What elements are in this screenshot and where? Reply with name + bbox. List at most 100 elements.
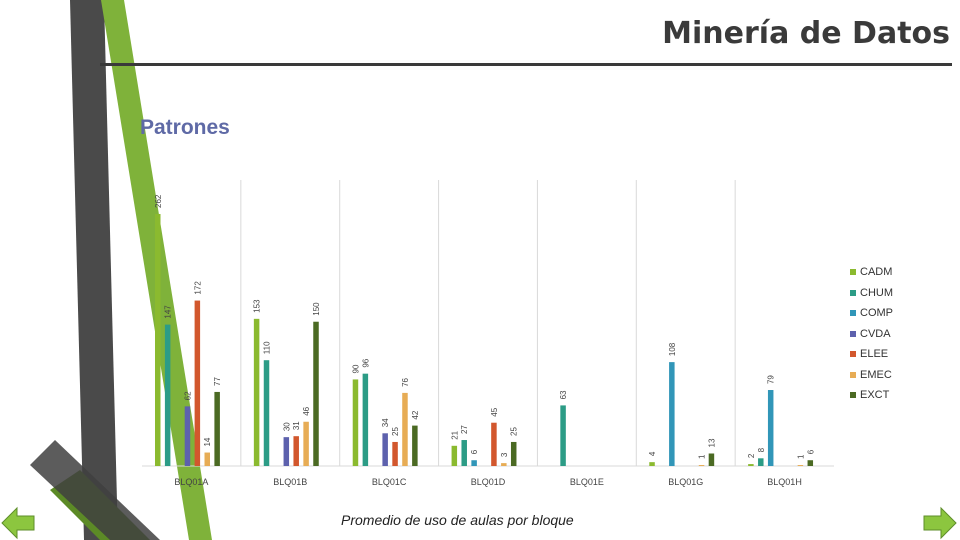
data-label: 1 <box>796 454 805 459</box>
data-label: 21 <box>450 430 459 439</box>
x-tick-label: BLQ01H <box>767 477 802 487</box>
arrow-right-icon <box>923 506 957 540</box>
data-label: 262 <box>154 194 163 208</box>
data-label: 3 <box>500 452 509 457</box>
bar-chum <box>758 458 764 466</box>
chart-legend: CADM CHUM COMP CVDA ELEE EMEC EXCT <box>850 262 893 406</box>
legend-label: ELEE <box>860 348 889 361</box>
bar-cadm <box>748 464 754 466</box>
bar-exct <box>708 453 715 466</box>
bar-emec <box>303 421 309 466</box>
bar-emec <box>402 392 408 466</box>
data-label: 147 <box>164 305 173 319</box>
data-label: 13 <box>707 438 716 447</box>
data-label: 90 <box>351 364 360 373</box>
bar-cvda <box>382 433 388 466</box>
data-label: 150 <box>312 302 321 316</box>
bar-cadm <box>451 445 458 466</box>
data-label: 77 <box>213 376 222 385</box>
bar-chum <box>164 324 171 466</box>
bar-comp <box>669 362 675 466</box>
data-label: 6 <box>806 449 815 454</box>
data-label: 96 <box>361 358 370 367</box>
data-label: 45 <box>490 407 499 416</box>
data-label: 34 <box>381 418 390 427</box>
legend-item-comp: COMP <box>850 303 893 324</box>
legend-label: CVDA <box>860 327 891 340</box>
data-label: 1 <box>698 454 707 459</box>
legend-label: CHUM <box>860 286 893 299</box>
bar-exct <box>313 321 319 466</box>
bar-elee <box>194 300 201 466</box>
bar-elee <box>293 436 299 466</box>
bar-cadm <box>649 462 655 466</box>
data-label: 153 <box>253 299 262 313</box>
data-label: 62 <box>183 391 192 400</box>
legend-label: CADM <box>860 266 893 279</box>
bar-elee <box>392 441 398 466</box>
bar-chum <box>560 405 566 466</box>
next-slide-button[interactable] <box>922 506 958 540</box>
data-label: 8 <box>757 447 766 452</box>
bar-emec <box>501 463 507 466</box>
bar-exct <box>510 441 517 466</box>
legend-item-chum: CHUM <box>850 283 893 304</box>
legend-label: COMP <box>860 307 893 320</box>
legend-item-exct: EXCT <box>850 385 893 406</box>
data-label: 27 <box>460 425 469 434</box>
legend-item-elee: ELEE <box>850 344 893 365</box>
legend-swatch <box>850 330 856 337</box>
data-label: 46 <box>302 406 311 415</box>
bar-exct <box>807 460 814 466</box>
x-tick-label: BLQ01B <box>273 477 307 487</box>
bar-exct <box>214 391 220 466</box>
x-tick-label: BLQ01G <box>668 477 703 487</box>
data-label: 25 <box>391 427 400 436</box>
x-tick-label: BLQ01E <box>570 477 604 487</box>
bar-cvda <box>184 406 191 466</box>
bar-emec <box>698 465 705 466</box>
legend-swatch <box>850 351 856 358</box>
arrow-left-icon <box>1 506 35 540</box>
legend-item-cadm: CADM <box>850 262 893 283</box>
data-label: 42 <box>411 410 420 419</box>
x-tick-label: BLQ01A <box>174 477 208 487</box>
data-label: 31 <box>292 421 301 430</box>
data-label: 2 <box>747 453 756 458</box>
legend-item-emec: EMEC <box>850 365 893 386</box>
title-underline <box>100 63 952 66</box>
x-tick-label: BLQ01C <box>372 477 407 487</box>
previous-slide-button[interactable] <box>0 506 36 540</box>
x-tick-label: BLQ01D <box>471 477 506 487</box>
data-label: 172 <box>193 281 202 295</box>
bar-elee <box>491 422 497 466</box>
bar-cvda <box>283 437 290 466</box>
page-title: Minería de Datos <box>662 16 950 51</box>
bar-chum <box>461 440 467 466</box>
legend-swatch <box>850 310 856 317</box>
data-label: 110 <box>263 341 272 354</box>
bar-comp <box>767 390 774 466</box>
data-label: 4 <box>648 451 657 456</box>
bar-emec <box>797 465 804 466</box>
bar-chum <box>263 360 270 466</box>
data-label: 30 <box>282 422 291 431</box>
bar-cadm <box>352 379 359 466</box>
legend-swatch <box>850 269 856 276</box>
legend-swatch <box>850 371 856 378</box>
data-label: 14 <box>203 437 212 446</box>
chart-caption: Promedio de uso de aulas por bloque <box>341 512 574 528</box>
bar-chum <box>362 373 369 466</box>
data-label: 25 <box>510 427 519 436</box>
legend-label: EMEC <box>860 368 892 381</box>
data-label: 79 <box>767 375 776 384</box>
data-label: 6 <box>470 449 479 454</box>
legend-swatch <box>850 289 856 296</box>
bar-emec <box>204 452 210 466</box>
data-label: 108 <box>668 342 677 356</box>
bar-comp <box>471 460 477 466</box>
legend-swatch <box>850 392 856 399</box>
legend-item-cvda: CVDA <box>850 324 893 345</box>
bar-exct <box>412 425 418 466</box>
